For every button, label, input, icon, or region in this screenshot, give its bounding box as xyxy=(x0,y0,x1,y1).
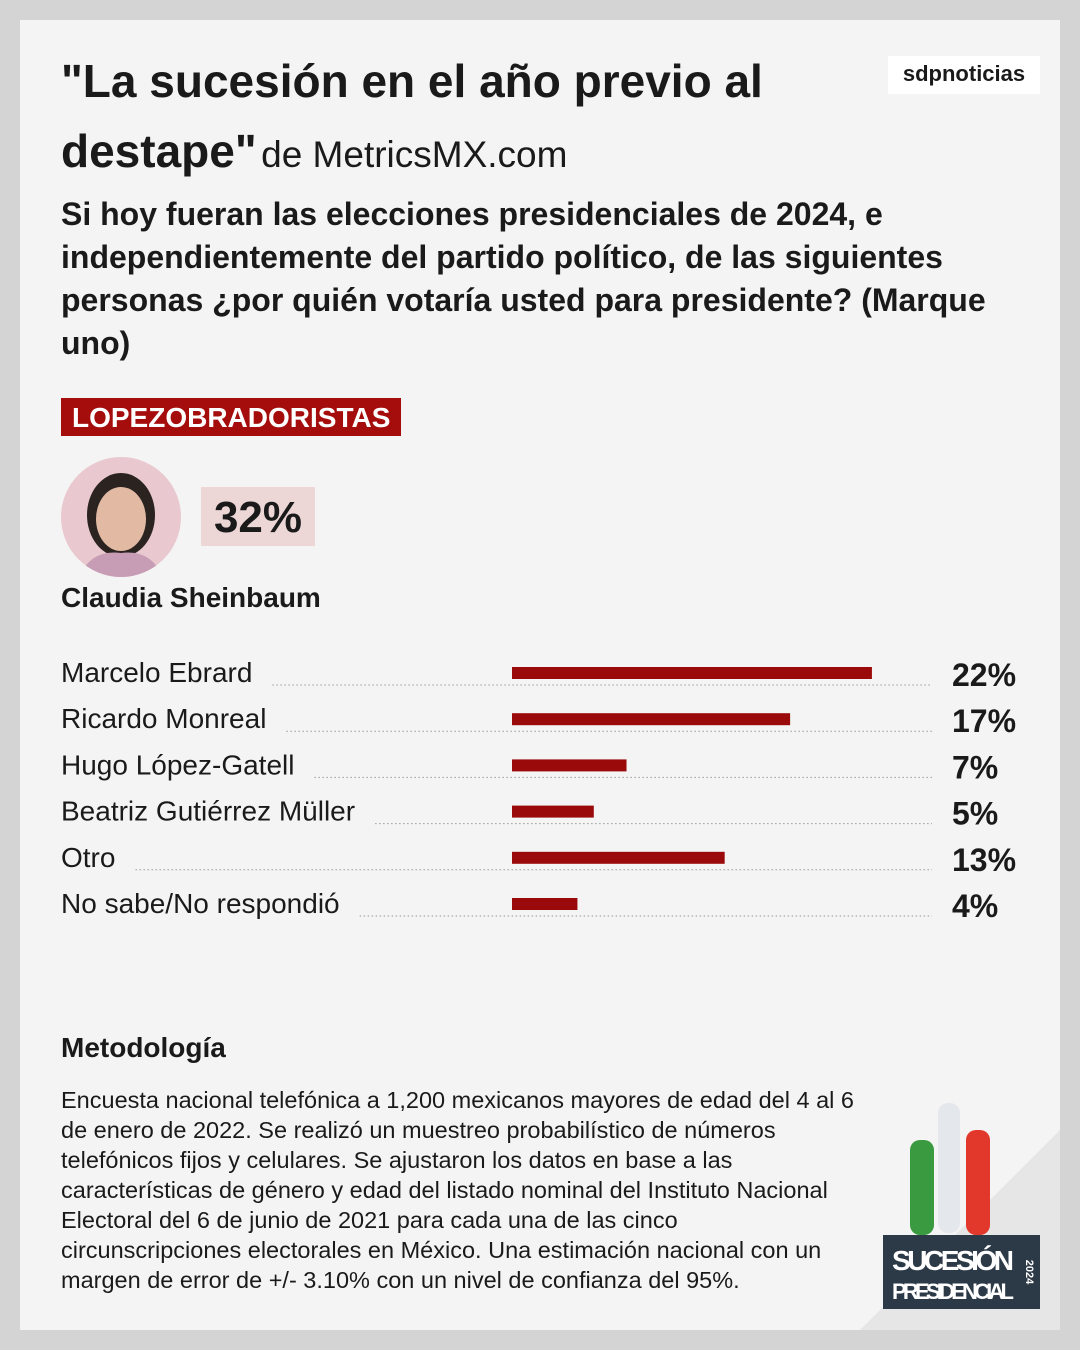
value-label: 5% xyxy=(952,796,998,832)
category-label: Marcelo Ebrard xyxy=(61,657,252,688)
value-label: 22% xyxy=(952,657,1016,693)
bar xyxy=(512,805,594,818)
methodology-title: Metodología xyxy=(61,1032,226,1063)
badge-line2: PRESIDENCIAL xyxy=(892,1279,1014,1304)
value-label: 13% xyxy=(952,842,1016,878)
bar xyxy=(512,898,578,910)
value-label: 4% xyxy=(952,888,998,924)
category-label: Ricardo Monreal xyxy=(61,703,266,734)
question: Si hoy fueran las elecciones presidencia… xyxy=(61,196,986,361)
title: "La sucesión en el año previo al destape… xyxy=(61,55,763,177)
category-label: Hugo López-Gatell xyxy=(61,749,294,780)
photo xyxy=(61,457,181,577)
bar xyxy=(512,667,872,679)
badge: SUCESIÓN PRESIDENCIAL 2024 xyxy=(860,1103,1060,1330)
source: de MetricsMX.com xyxy=(261,134,568,175)
category-label: Otro xyxy=(61,842,115,873)
category-label: Beatriz Gutiérrez Müller xyxy=(61,796,355,827)
value-label: 7% xyxy=(952,749,998,785)
category-label: No sabe/No respondió xyxy=(61,888,340,919)
methodology-text: Encuesta nacional telefónica a 1,200 mex… xyxy=(61,1087,854,1293)
value-label: 17% xyxy=(952,703,1016,739)
badge-line1: SUCESIÓN xyxy=(892,1245,1014,1276)
logo: sdpnoticias xyxy=(888,56,1040,94)
bar xyxy=(512,759,627,772)
featured-name: Claudia Sheinbaum xyxy=(61,582,321,613)
bar xyxy=(512,851,725,864)
bar xyxy=(512,713,791,726)
title-block: "La sucesión en el año previo al destape… xyxy=(61,52,841,192)
featured-value: 32% xyxy=(201,487,315,546)
bar-chart: Marcelo Ebrard 22% Ricardo Monreal 17% Hugo … xyxy=(61,657,1016,924)
badge-year: 2024 xyxy=(1023,1260,1035,1285)
group-tag: LOPEZOBRADORISTAS xyxy=(61,398,402,436)
